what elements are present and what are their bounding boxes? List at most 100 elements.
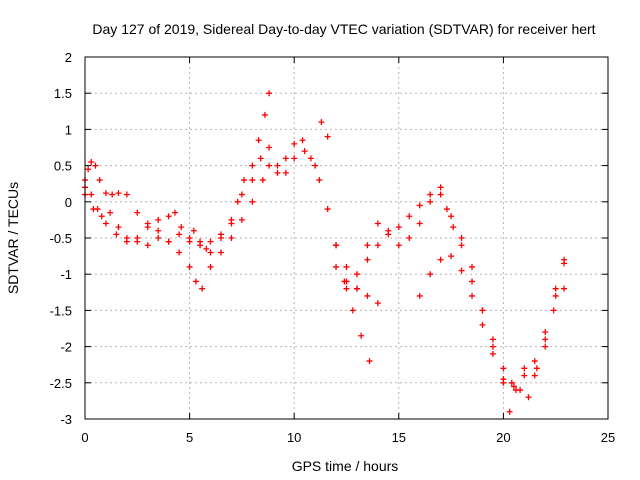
data-point [176,249,183,256]
data-point [366,358,373,365]
data-point [207,263,214,270]
data-point [109,191,116,198]
y-tick-label: 1.5 [54,86,72,101]
data-point [374,300,381,307]
data-point [416,292,423,299]
data-point [364,242,371,249]
data-point [240,177,247,184]
data-point [479,307,486,314]
y-axis-title: SDTVAR / TECUs [5,182,21,294]
data-series [416,253,568,390]
data-point [155,216,162,223]
data-point [374,242,381,249]
data-point [274,169,281,176]
data-point [266,90,273,97]
data-point [489,336,496,343]
data-point [343,278,350,285]
data-point [299,137,306,144]
data-point [552,292,559,299]
data-point [324,206,331,213]
data-point [343,285,350,292]
data-point [395,224,402,231]
data-point [542,343,549,350]
data-point [385,231,392,238]
data-point [374,220,381,227]
y-tick-label: 0 [65,195,72,210]
x-tick-label: 20 [496,430,510,445]
data-point [416,202,423,209]
x-axis-title: GPS time / hours [292,458,399,474]
x-tick-label: 10 [287,430,301,445]
data-point [203,245,210,252]
data-point [102,220,109,227]
data-point [259,177,266,184]
data-point [274,162,281,169]
data-point [448,253,455,260]
data-point [249,177,256,184]
data-point [427,271,434,278]
data-point [450,224,457,231]
data-point [506,408,513,415]
data-point [364,256,371,263]
data-point [238,216,245,223]
y-tick-label: 0.5 [54,159,72,174]
data-point [364,292,371,299]
data-point [155,235,162,241]
data-point [85,166,92,173]
data-point [291,155,298,162]
data-point [531,372,538,379]
data-point [469,278,476,285]
data-point [552,285,559,292]
data-point [291,140,298,147]
x-tick-label: 25 [601,430,615,445]
data-point [257,155,264,162]
data-point [489,350,496,357]
data-point [144,224,151,231]
data-point [333,242,340,249]
data-point [307,155,314,162]
data-point [458,242,465,249]
data-point [406,235,413,241]
chart-title: Day 127 of 2019, Sidereal Day-to-day VTE… [92,21,595,37]
data-series [82,90,273,252]
data-point [500,376,507,383]
data-point [115,190,122,197]
data-series [343,191,568,401]
data-point [98,213,105,220]
data-point [113,231,120,238]
data-point [416,220,423,227]
data-point [155,227,162,234]
data-point [324,133,331,140]
data-point [186,235,193,241]
data-point [427,198,434,205]
data-point [333,263,340,270]
data-point [282,155,289,162]
data-point [123,191,130,198]
y-tick-label: 1 [65,122,72,137]
data-point [176,231,183,238]
data-point [217,235,224,241]
data-point [301,148,308,155]
data-point [134,209,141,216]
data-points [82,90,568,415]
x-tick-labels: 0 5 10 15 20 25 [81,430,615,445]
data-point [437,184,444,191]
data-point [238,191,245,198]
data-point [561,260,568,267]
data-point [96,177,103,184]
data-point [531,358,538,365]
data-point [123,235,130,241]
data-point [90,206,97,213]
x-tick-label: 0 [81,430,88,445]
data-point [508,379,515,386]
data-point [533,365,540,372]
data-point [489,343,496,350]
data-point [427,191,434,198]
data-series [82,119,381,307]
data-point [178,224,185,231]
data-point [517,387,524,394]
data-point [88,191,95,198]
data-point [228,216,235,223]
